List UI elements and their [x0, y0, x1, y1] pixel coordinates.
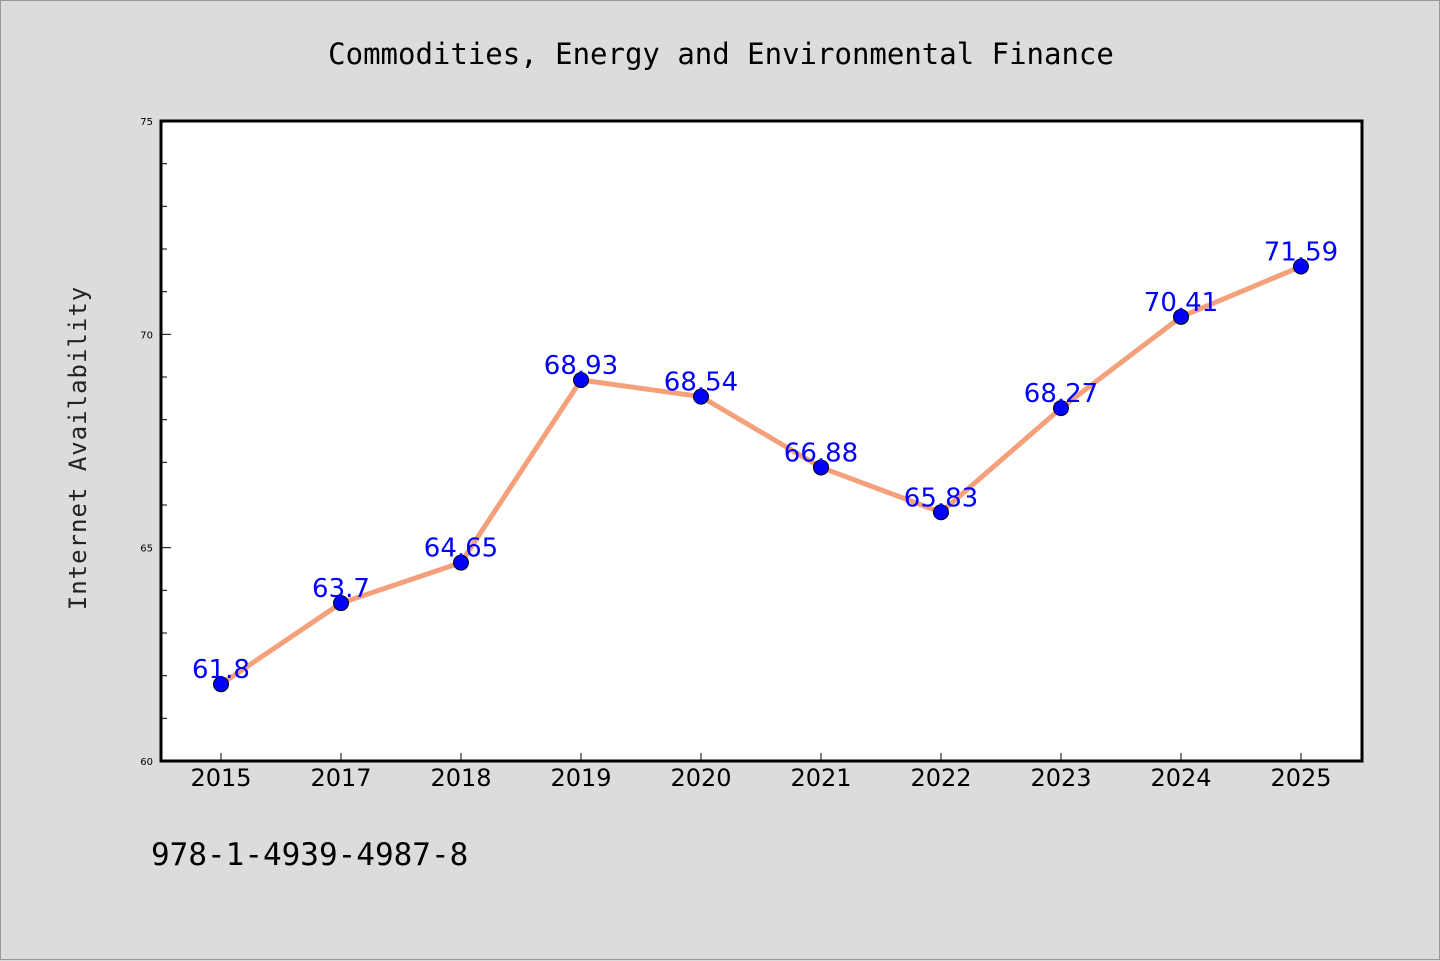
y-tick-label: 70	[140, 330, 153, 341]
x-axis: 2015 2017 2018 2019 2020 2021 2022 2023 2024 2025	[190, 753, 1332, 792]
chart-title: Commodities, Energy and Environmental Fi…	[328, 37, 1114, 71]
plot-area	[159, 119, 1364, 763]
data-point	[213, 676, 229, 693]
y-tick-label: 65	[140, 544, 153, 555]
x-tick-label: 2023	[1030, 764, 1091, 792]
x-tick-label: 2024	[1150, 764, 1211, 792]
x-tick-label: 2025	[1270, 764, 1331, 792]
x-tick-label: 2021	[790, 764, 851, 792]
data-label: 68.93	[544, 351, 618, 381]
footnote-isbn: 978-1-4939-4987-8	[151, 837, 468, 873]
data-label: 65.83	[904, 483, 978, 513]
data-label: 64.65	[424, 534, 498, 564]
data-point	[933, 504, 949, 521]
x-tick-label: 2019	[550, 764, 611, 792]
data-point	[1053, 400, 1069, 417]
y-tick-label: 75	[140, 117, 153, 128]
y-axis-label: Internet Availability	[64, 286, 92, 610]
series-line	[218, 263, 1304, 687]
x-tick-label: 2017	[310, 764, 371, 792]
series-layer: 61.8 63.7 64.65 68.93 68.54 66.88 65.83 68.27 70…	[192, 237, 1338, 693]
x-tick-label: 2018	[430, 764, 491, 792]
data-label: 68.27	[1024, 379, 1098, 409]
data-label: 71.59	[1264, 237, 1338, 267]
data-point	[813, 459, 829, 476]
data-label: 68.54	[664, 368, 738, 398]
data-label: 70.41	[1144, 288, 1218, 318]
y-axis: 60 65 70 75	[140, 117, 171, 768]
data-label: 63.7	[312, 574, 370, 604]
y-tick-label: 60	[140, 757, 153, 768]
data-point	[333, 595, 349, 612]
data-point	[693, 388, 709, 405]
data-point	[573, 371, 589, 388]
data-point	[1293, 258, 1309, 275]
data-point	[453, 554, 469, 571]
x-tick-label: 2020	[670, 764, 731, 792]
data-label: 61.8	[192, 655, 250, 685]
x-tick-label: 2022	[910, 764, 971, 792]
data-label: 66.88	[784, 438, 858, 468]
x-tick-label: 2015	[190, 764, 251, 792]
data-point	[1173, 308, 1189, 325]
